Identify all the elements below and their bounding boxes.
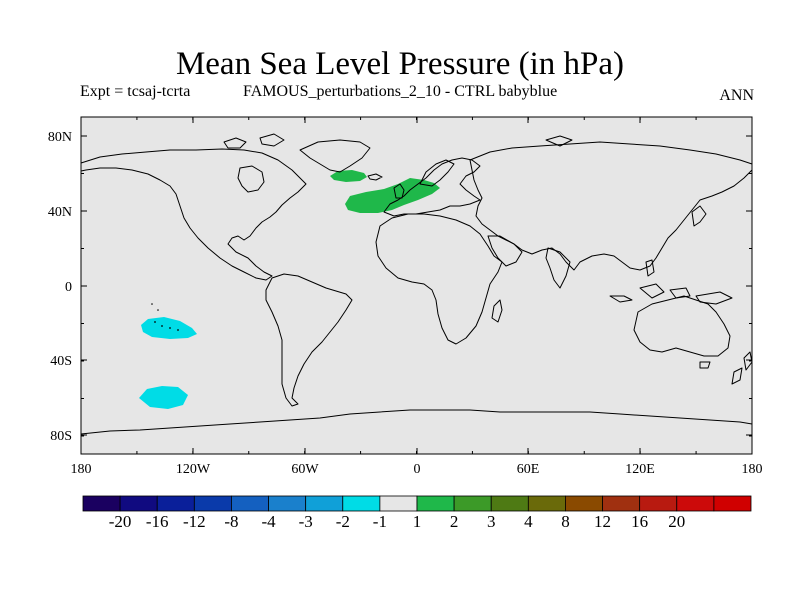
colorbar-swatch [490, 495, 529, 512]
colorbar-label: 3 [487, 512, 496, 531]
colorbar-swatch [119, 495, 158, 512]
colorbar-swatch [639, 495, 678, 512]
colorbar-label: -3 [299, 512, 313, 531]
colorbar-swatch [676, 495, 715, 512]
colorbar-swatch [305, 495, 344, 512]
colorbar-label: -2 [336, 512, 350, 531]
y-tick-label-40s: 40S [50, 354, 72, 369]
colorbar-label: 1 [413, 512, 422, 531]
coastlines [80, 133, 753, 435]
colorbar-swatch [231, 495, 269, 512]
colorbar-labels: -20 -16 -12 -8 -4 -3 -2 -1 1 2 3 4 8 12 16 20 [109, 512, 686, 531]
colorbar-label: 16 [631, 512, 648, 531]
colorbar-label: 20 [668, 512, 685, 531]
north-atlantic-europe-positive [345, 178, 440, 213]
colorbar-swatch [342, 495, 381, 512]
anomaly-island-dots [151, 303, 179, 331]
colorbar-swatch [193, 495, 232, 512]
colorbar-label: 4 [524, 512, 533, 531]
y-tick-label-80n: 80N [48, 130, 72, 145]
colorbar-swatch [268, 495, 307, 512]
y-tick-label-80s: 80S [50, 429, 72, 444]
colorbar-label: -4 [261, 512, 276, 531]
x-tick-label-0: 0 [414, 462, 421, 477]
greenland-sea-positive [330, 170, 367, 182]
colorbar-label: -20 [109, 512, 132, 531]
south-pacific-negative-south [139, 386, 188, 409]
colorbar-label: 2 [450, 512, 459, 531]
x-tick-label-120w: 120W [176, 462, 211, 477]
colorbar-swatch [565, 495, 603, 512]
colorbar-swatch [416, 495, 455, 512]
colorbar-label: -12 [183, 512, 206, 531]
x-axis-labels: 180 120W 60W 0 60E 120E 180 [71, 462, 763, 477]
x-tick-label-60e: 60E [517, 462, 540, 477]
x-tick-label-180e: 180 [742, 462, 763, 477]
x-tick-label-180w: 180 [71, 462, 92, 477]
colorbar-label: 12 [594, 512, 611, 531]
colorbar-swatch [156, 495, 195, 512]
colorbar-swatch [82, 495, 121, 512]
colorbar-swatch [379, 495, 418, 512]
comparison-label: FAMOUS_perturbations_2_10 - CTRL babyblu… [243, 83, 558, 100]
colorbar-label: -16 [146, 512, 169, 531]
colorbar-swatch [602, 495, 641, 512]
colorbar-label: -1 [373, 512, 387, 531]
chart-title: Mean Sea Level Pressure (in hPa) [175, 46, 625, 82]
season-label: ANN [719, 87, 754, 104]
axis-ticks [80, 117, 753, 454]
x-tick-label-60w: 60W [291, 462, 319, 477]
colorbar-label: 8 [561, 512, 570, 531]
anomaly-layer [139, 170, 440, 409]
x-tick-label-120e: 120E [625, 462, 655, 477]
colorbar-label: -8 [224, 512, 238, 531]
colorbar-swatch [527, 495, 566, 512]
y-tick-label-40n: 40N [48, 205, 72, 220]
y-axis-labels: 80N 40N 0 40S 80S [48, 130, 72, 444]
y-tick-label-0: 0 [65, 280, 72, 295]
experiment-label: Expt = tcsaj-tcrta [80, 83, 191, 100]
colorbar-swatch [453, 495, 492, 512]
colorbar-swatch [713, 495, 752, 512]
map-ocean [81, 117, 752, 454]
colorbar [82, 495, 752, 512]
